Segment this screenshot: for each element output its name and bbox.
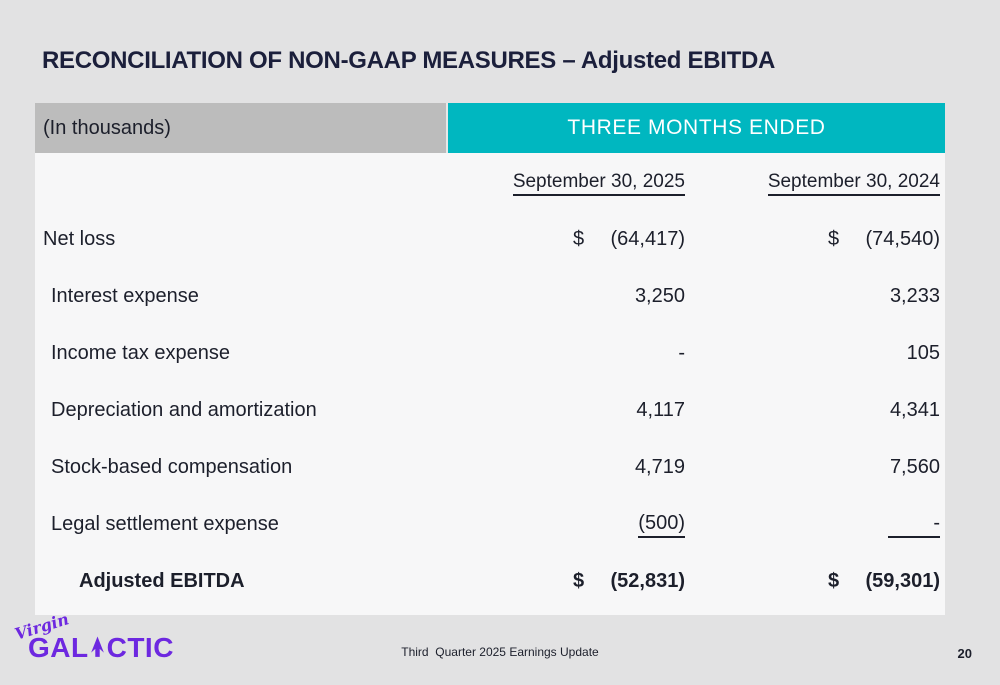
slide-footer: Virgin GAL CTIC Third Quarter 2025 Earni… bbox=[0, 609, 1000, 685]
reconciliation-table: (In thousands) THREE MONTHS ENDED Septem… bbox=[35, 103, 945, 615]
table-row: Legal settlement expense (500) - bbox=[35, 496, 940, 553]
virgin-galactic-logo: Virgin GAL CTIC bbox=[12, 609, 182, 671]
row-label: Stock-based compensation bbox=[51, 456, 293, 478]
table-row: Net loss $ (64,417) $ (74,540) bbox=[35, 211, 940, 268]
table-body: September 30, 2025 September 30, 2024 Ne… bbox=[35, 153, 945, 615]
value-text: 3,233 bbox=[889, 285, 940, 307]
table-row: Stock-based compensation 4,719 7,560 bbox=[35, 439, 940, 496]
value-text: 4,341 bbox=[889, 399, 940, 421]
value-text: (64,417) bbox=[610, 228, 686, 250]
dollar-sign: $ bbox=[573, 570, 585, 592]
dollar-sign: $ bbox=[573, 228, 585, 250]
galactic-text-right: CTIC bbox=[106, 632, 174, 663]
value-text: - bbox=[678, 342, 685, 364]
value-text: 4,719 bbox=[634, 456, 685, 478]
value-text: 7,560 bbox=[889, 456, 940, 478]
rocket-icon bbox=[91, 636, 104, 657]
value-2025: 4,719 bbox=[573, 456, 685, 479]
table-row: Income tax expense - 105 bbox=[35, 325, 940, 382]
value-text: (500) bbox=[638, 512, 685, 538]
column-header-2025-text: September 30, 2025 bbox=[512, 171, 685, 196]
row-label: Income tax expense bbox=[51, 342, 230, 364]
value-text: 4,117 bbox=[636, 399, 685, 421]
header-divider bbox=[446, 103, 448, 153]
footer-caption: Third Quarter 2025 Earnings Update bbox=[401, 645, 599, 659]
row-label: Net loss bbox=[43, 228, 116, 250]
value-2025: $ (52,831) bbox=[573, 570, 685, 593]
value-2024: $ (74,540) bbox=[828, 228, 940, 251]
page-number: 20 bbox=[957, 646, 972, 661]
value-2024: $ (59,301) bbox=[828, 570, 940, 593]
value-text: 105 bbox=[906, 342, 940, 364]
period-header: THREE MONTHS ENDED bbox=[448, 103, 945, 153]
value-text: (52,831) bbox=[610, 570, 686, 592]
table-row-total: Adjusted EBITDA $ (52,831) $ (59,301) bbox=[35, 553, 940, 610]
value-2024: 105 bbox=[828, 342, 940, 365]
units-label: (In thousands) bbox=[35, 103, 446, 153]
value-2024: 4,341 bbox=[828, 399, 940, 422]
row-label: Depreciation and amortization bbox=[51, 399, 317, 421]
row-label: Legal settlement expense bbox=[51, 513, 279, 535]
column-header-2025: September 30, 2025 bbox=[445, 171, 685, 196]
value-2024: - bbox=[828, 512, 940, 538]
value-2024: 3,233 bbox=[828, 285, 940, 308]
dollar-sign: $ bbox=[828, 570, 840, 592]
table-row: Interest expense 3,250 3,233 bbox=[35, 268, 940, 325]
galactic-text-left: GAL bbox=[28, 632, 89, 663]
column-header-2024: September 30, 2024 bbox=[700, 171, 940, 196]
value-text: (59,301) bbox=[865, 570, 941, 592]
value-text: 3,250 bbox=[634, 285, 685, 307]
value-text: (74,540) bbox=[865, 228, 941, 250]
row-label: Adjusted EBITDA bbox=[79, 570, 245, 592]
value-2024: 7,560 bbox=[828, 456, 940, 479]
page-title: RECONCILIATION OF NON-GAAP MEASURES – Ad… bbox=[42, 47, 776, 74]
value-2025: $ (64,417) bbox=[573, 228, 685, 251]
value-text: - bbox=[888, 512, 940, 538]
table-row: Depreciation and amortization 4,117 4,34… bbox=[35, 382, 940, 439]
value-2025: 4,117 bbox=[573, 399, 685, 422]
value-2025: - bbox=[573, 342, 685, 365]
value-2025: (500) bbox=[573, 512, 685, 538]
table-header-band: (In thousands) THREE MONTHS ENDED bbox=[35, 103, 945, 153]
value-2025: 3,250 bbox=[573, 285, 685, 308]
column-headers-row: September 30, 2025 September 30, 2024 bbox=[35, 153, 940, 211]
dollar-sign: $ bbox=[828, 228, 840, 250]
galactic-wordmark: GAL CTIC bbox=[28, 632, 174, 664]
row-label: Interest expense bbox=[51, 285, 199, 307]
column-header-2024-text: September 30, 2024 bbox=[767, 171, 940, 196]
